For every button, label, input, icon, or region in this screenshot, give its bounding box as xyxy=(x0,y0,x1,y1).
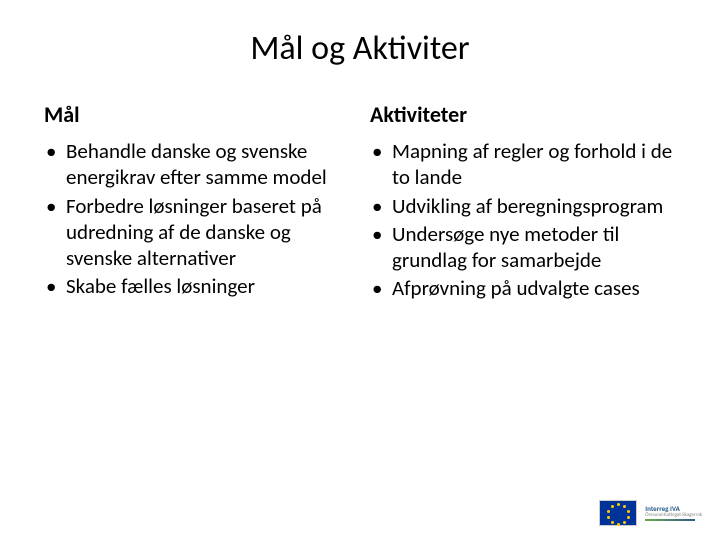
left-list: Behandle danske og svenske energikrav ef… xyxy=(44,138,350,300)
list-item: Afprøvning på udvalgte cases xyxy=(370,275,676,301)
content-columns: Mål Behandle danske og svenske energikra… xyxy=(0,101,720,304)
list-item: Undersøge nye metoder til grundlag for s… xyxy=(370,221,676,274)
footer-logos: Interreg IVA Öresund-Kattegat-Skagerrak xyxy=(599,500,702,526)
left-heading: Mål xyxy=(44,101,350,128)
interreg-text-line2: Öresund-Kattegat-Skagerrak xyxy=(645,513,702,519)
interreg-logo: Interreg IVA Öresund-Kattegat-Skagerrak xyxy=(645,505,702,521)
list-item: Skabe fælles løsninger xyxy=(44,273,350,299)
list-item: Forbedre løsninger baseret på udredning … xyxy=(44,193,350,272)
list-item: Behandle danske og svenske energikrav ef… xyxy=(44,138,350,191)
right-heading: Aktiviteter xyxy=(370,101,676,128)
slide-title: Mål og Aktiviter xyxy=(0,0,720,101)
list-item: Mapning af regler og forhold i de to lan… xyxy=(370,138,676,191)
list-item: Udvikling af beregningsprogram xyxy=(370,193,676,219)
right-column: Aktiviteter Mapning af regler og forhold… xyxy=(370,101,676,304)
left-column: Mål Behandle danske og svenske energikra… xyxy=(44,101,350,304)
right-list: Mapning af regler og forhold i de to lan… xyxy=(370,138,676,302)
interreg-bar-icon xyxy=(645,519,695,521)
eu-flag-icon xyxy=(599,500,637,526)
